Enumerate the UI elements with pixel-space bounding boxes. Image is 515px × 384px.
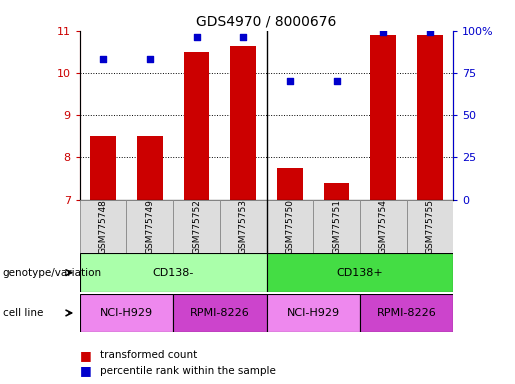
Text: RPMI-8226: RPMI-8226: [190, 308, 250, 318]
Bar: [313, 200, 360, 253]
Point: [379, 29, 387, 35]
Text: GSM775751: GSM775751: [332, 199, 341, 254]
Point: [193, 35, 201, 41]
Bar: [173, 294, 267, 332]
Bar: [267, 200, 313, 253]
Text: CD138-: CD138-: [152, 268, 194, 278]
Bar: [406, 200, 453, 253]
Bar: [137, 136, 163, 200]
Text: CD138+: CD138+: [336, 268, 383, 278]
Text: NCI-H929: NCI-H929: [287, 308, 340, 318]
Text: GSM775754: GSM775754: [379, 199, 388, 254]
Point: [239, 35, 247, 41]
Bar: [417, 35, 443, 200]
Title: GDS4970 / 8000676: GDS4970 / 8000676: [196, 14, 337, 28]
Point: [286, 78, 294, 84]
Bar: [370, 35, 396, 200]
Point: [99, 56, 107, 63]
Text: GSM775753: GSM775753: [238, 199, 248, 254]
Text: GSM775755: GSM775755: [425, 199, 434, 254]
Bar: [173, 200, 220, 253]
Text: NCI-H929: NCI-H929: [100, 308, 153, 318]
Text: GSM775748: GSM775748: [99, 199, 108, 254]
Bar: [80, 200, 127, 253]
Text: ■: ■: [80, 364, 92, 377]
Bar: [360, 200, 406, 253]
Bar: [230, 46, 256, 200]
Text: percentile rank within the sample: percentile rank within the sample: [100, 366, 277, 376]
Bar: [184, 52, 209, 200]
Point: [426, 29, 434, 35]
Bar: [267, 253, 453, 292]
Bar: [277, 168, 303, 200]
Point: [146, 56, 154, 63]
Text: transformed count: transformed count: [100, 350, 198, 360]
Bar: [90, 136, 116, 200]
Bar: [127, 200, 173, 253]
Text: GSM775750: GSM775750: [285, 199, 295, 254]
Bar: [360, 294, 453, 332]
Bar: [324, 183, 349, 200]
Bar: [220, 200, 267, 253]
Text: cell line: cell line: [3, 308, 43, 318]
Text: ■: ■: [80, 349, 92, 362]
Text: genotype/variation: genotype/variation: [3, 268, 101, 278]
Text: GSM775749: GSM775749: [145, 199, 154, 254]
Point: [332, 78, 340, 84]
Bar: [267, 294, 360, 332]
Text: RPMI-8226: RPMI-8226: [376, 308, 436, 318]
Bar: [80, 253, 267, 292]
Text: GSM775752: GSM775752: [192, 199, 201, 254]
Bar: [80, 294, 173, 332]
